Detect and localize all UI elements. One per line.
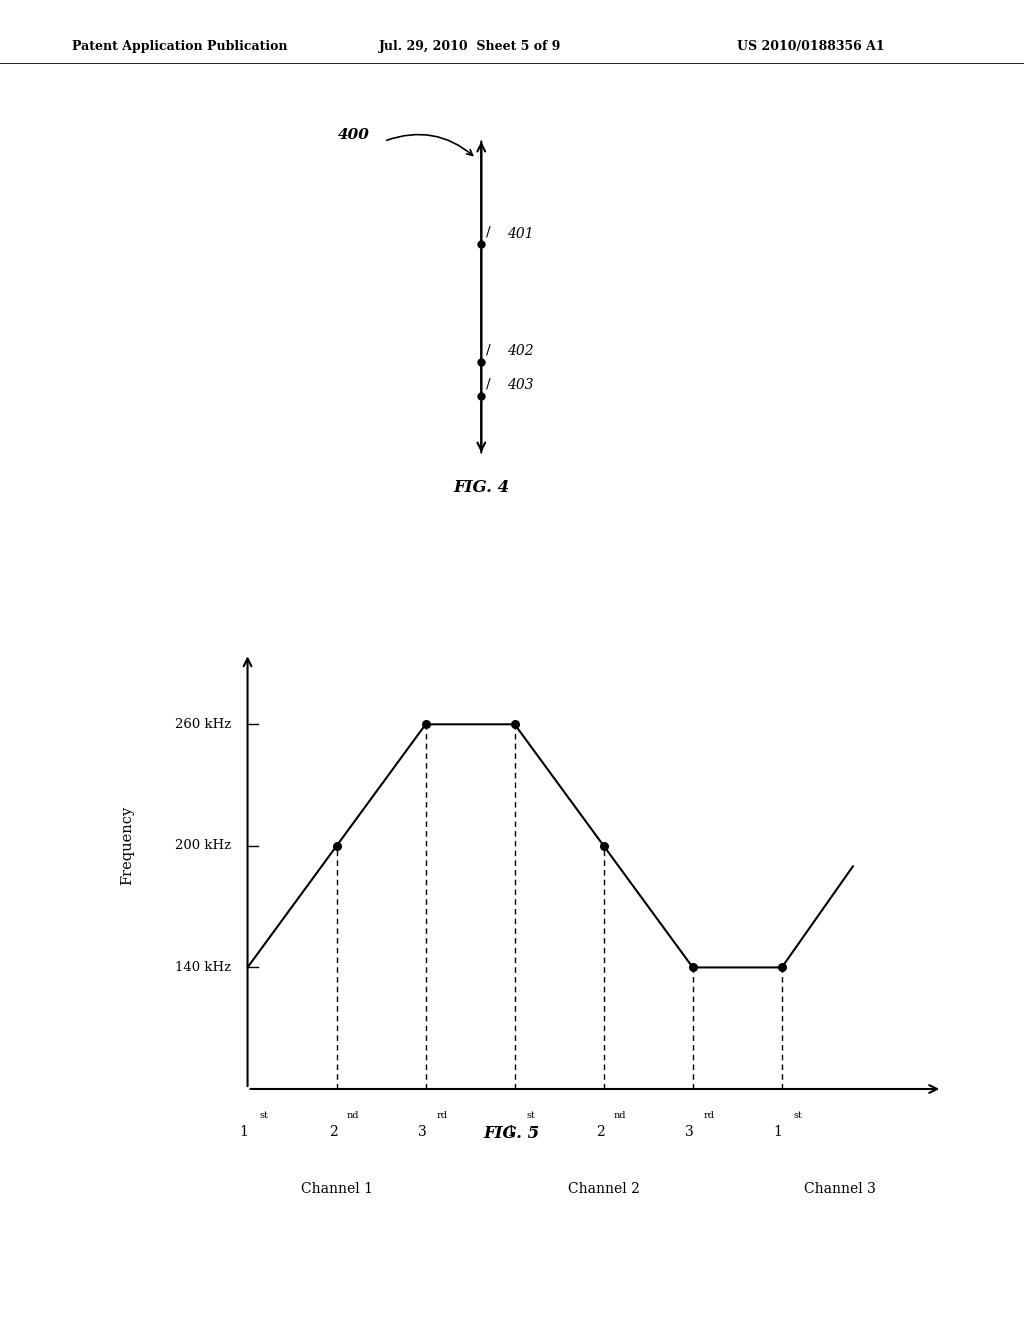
Text: 402: 402 [507,345,534,358]
Text: st: st [526,1111,536,1121]
Text: 1: 1 [774,1126,782,1139]
Text: /: / [486,342,492,356]
Text: 403: 403 [507,379,534,392]
Text: Jul. 29, 2010  Sheet 5 of 9: Jul. 29, 2010 Sheet 5 of 9 [379,40,561,53]
Text: st: st [794,1111,802,1121]
Text: 1: 1 [507,1126,515,1139]
Text: 2: 2 [329,1126,337,1139]
Text: 200 kHz: 200 kHz [175,840,231,853]
Text: Channel 3: Channel 3 [804,1183,876,1196]
Text: nd: nd [346,1111,358,1121]
Text: Frequency: Frequency [121,807,134,886]
Text: FIG. 4: FIG. 4 [454,479,509,496]
Text: 401: 401 [507,227,534,240]
Text: /: / [486,376,492,391]
Text: 2: 2 [596,1126,604,1139]
Text: 400: 400 [338,128,370,141]
Text: Patent Application Publication: Patent Application Publication [72,40,287,53]
Text: 140 kHz: 140 kHz [175,961,231,974]
Text: nd: nd [613,1111,626,1121]
Text: 3: 3 [685,1126,693,1139]
Text: Channel 1: Channel 1 [301,1183,373,1196]
Text: rd: rd [703,1111,715,1121]
Text: US 2010/0188356 A1: US 2010/0188356 A1 [737,40,885,53]
Text: Channel 2: Channel 2 [567,1183,640,1196]
Text: st: st [259,1111,268,1121]
Text: FIG. 5: FIG. 5 [484,1125,540,1142]
Text: 3: 3 [418,1126,426,1139]
Text: 260 kHz: 260 kHz [175,718,231,731]
Text: rd: rd [436,1111,447,1121]
Text: 1: 1 [240,1126,249,1139]
Text: /: / [486,224,492,239]
